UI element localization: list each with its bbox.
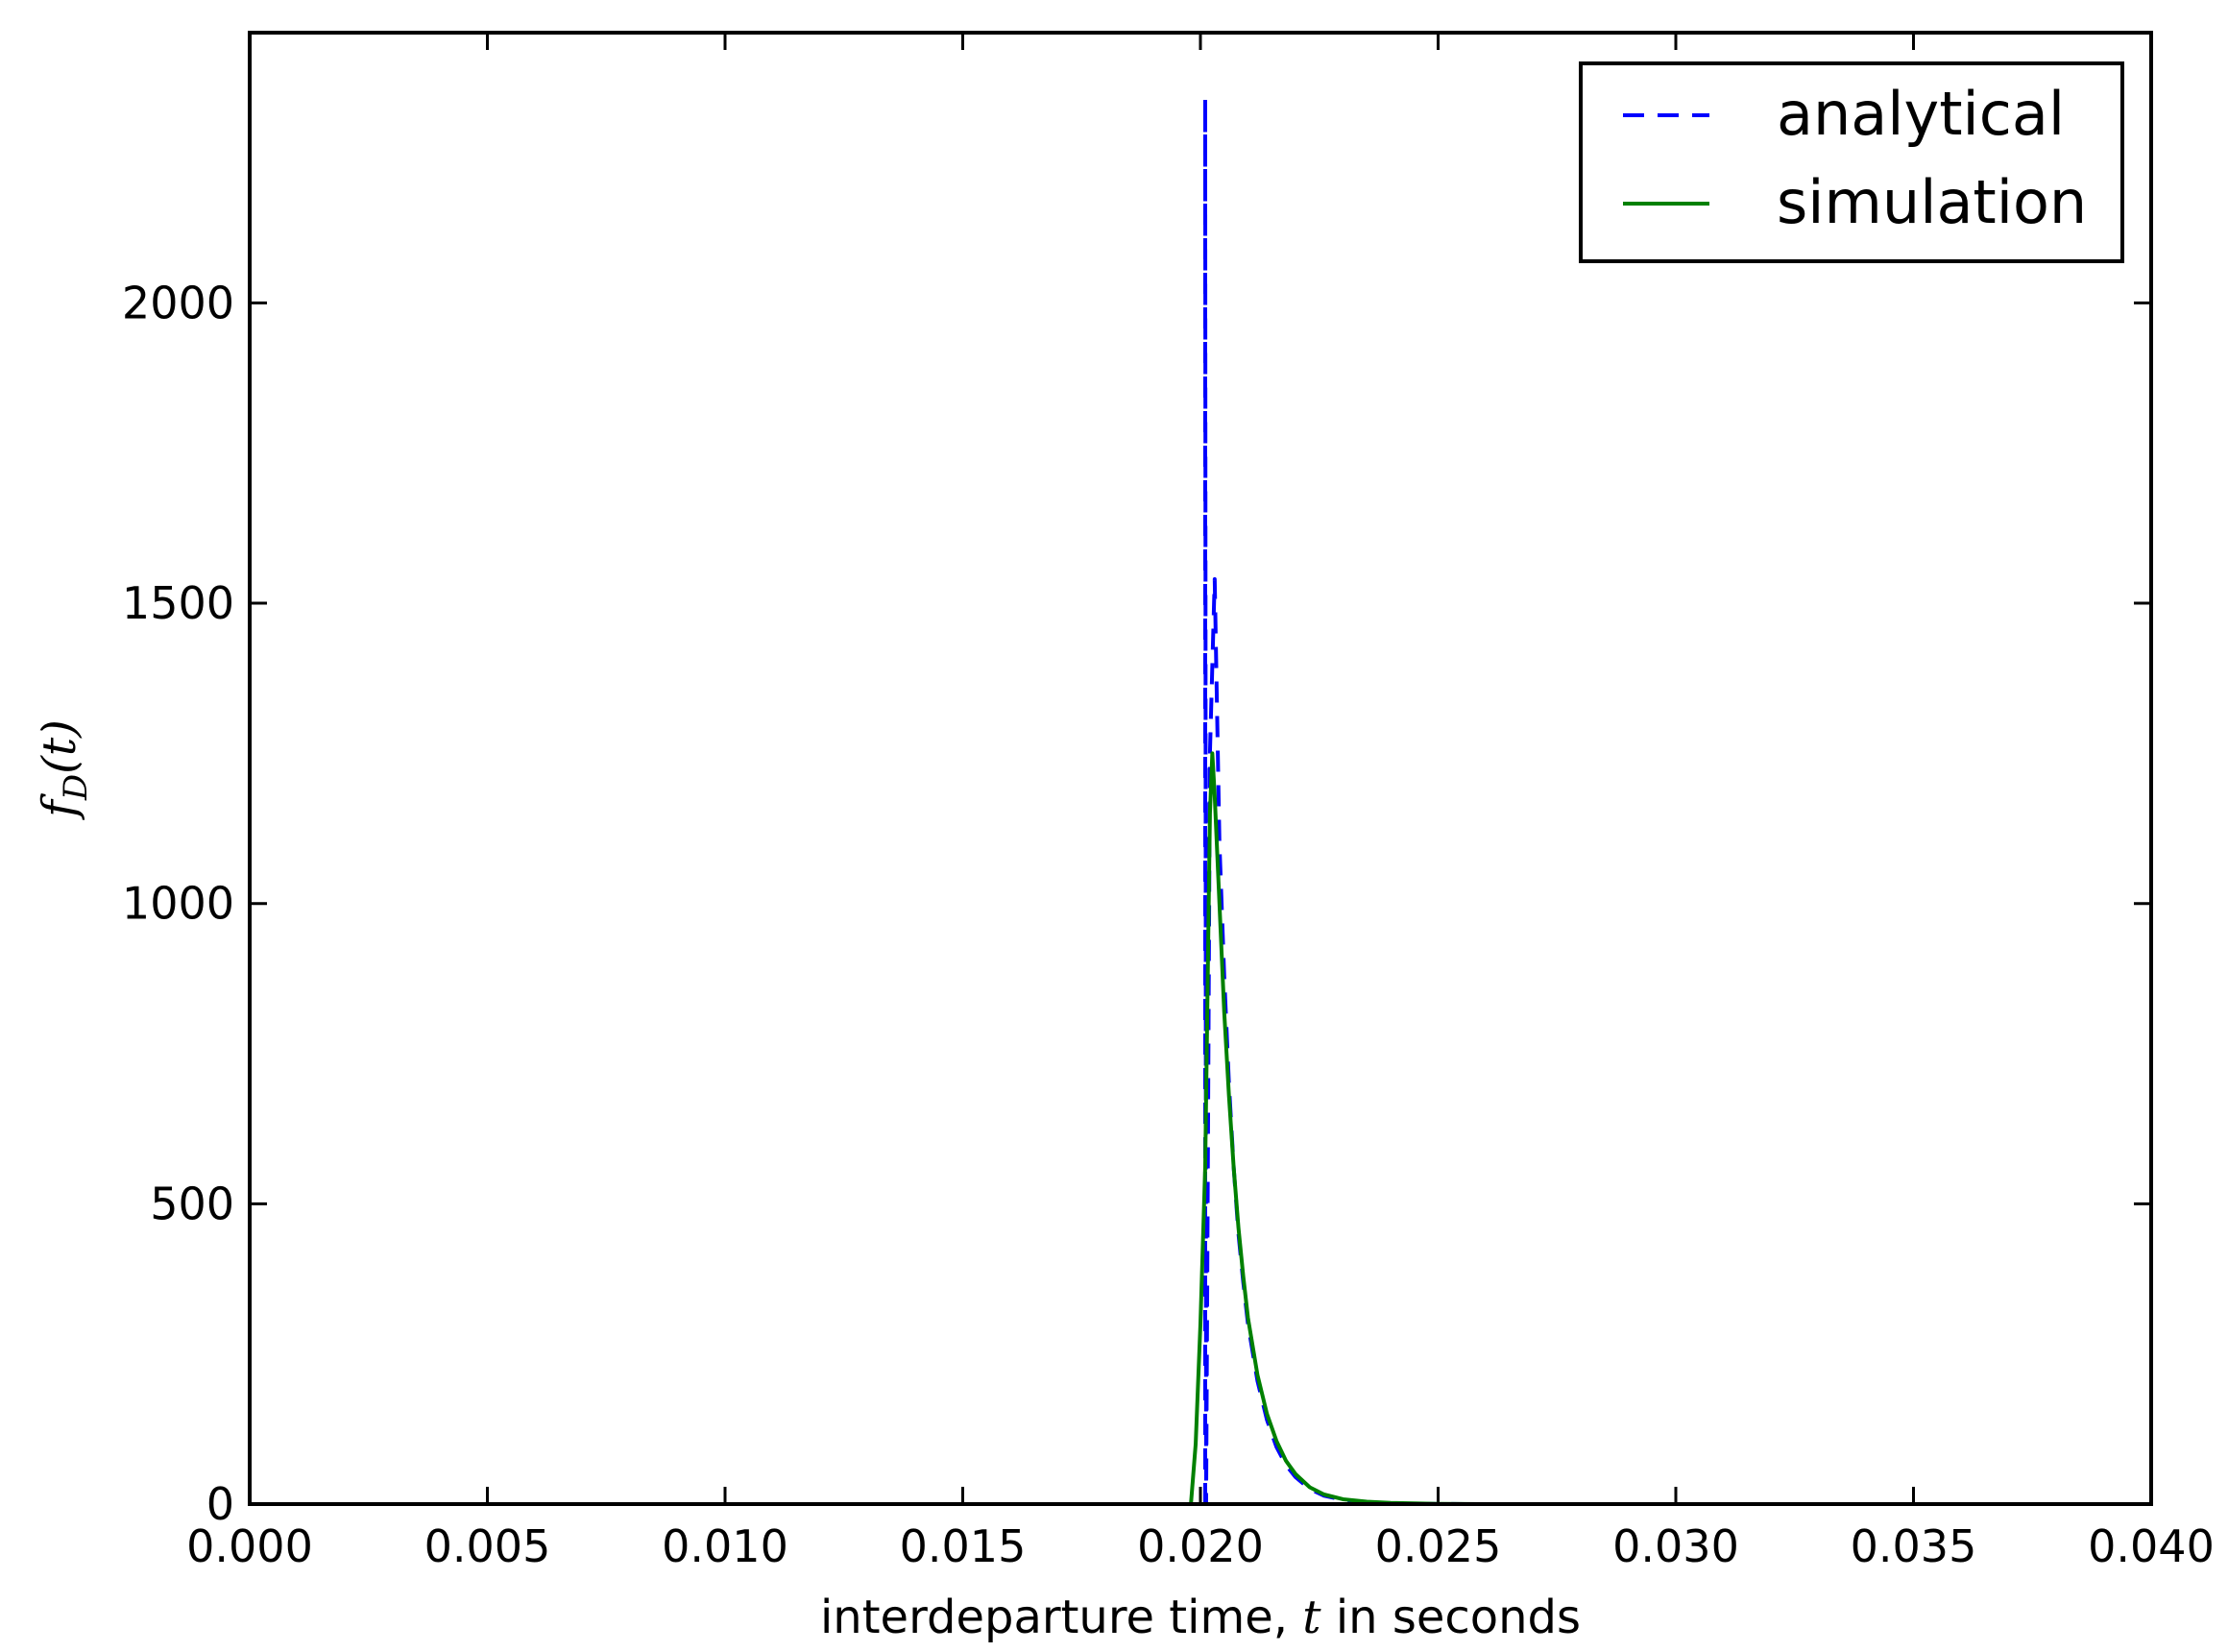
legend-label-analytical: analytical xyxy=(1777,79,2065,149)
x-tick-label: 0.030 xyxy=(1612,1520,1739,1572)
plot-frame xyxy=(248,31,2153,1506)
y-tick-label: 1500 xyxy=(122,577,234,629)
series-lines xyxy=(1189,96,1487,1504)
legend-label-simulation: simulation xyxy=(1777,167,2087,237)
x-tick-label: 0.025 xyxy=(1375,1520,1502,1572)
legend: analytical simulation xyxy=(1579,61,2124,263)
x-axis-label-text-after: in seconds xyxy=(1321,1591,1581,1644)
x-axis-label-math: t xyxy=(1302,1591,1321,1644)
x-axis-label-text-before: interdeparture time, xyxy=(820,1591,1302,1644)
y-tick-label: 500 xyxy=(150,1178,234,1229)
x-axis-label: interdeparture time, t in seconds xyxy=(820,1591,1581,1644)
legend-box xyxy=(1579,61,2124,263)
y-tick-label: 0 xyxy=(206,1478,234,1530)
x-tick-label: 0.040 xyxy=(2088,1520,2215,1572)
y-tick-label: 2000 xyxy=(122,277,234,328)
x-tick-labels: 0.000 0.005 0.010 0.015 0.020 0.025 0.030 0.035… xyxy=(186,1520,2215,1572)
x-tick-label: 0.020 xyxy=(1137,1520,1264,1572)
series-line-simulation xyxy=(1189,751,1487,1504)
y-tick-label: 1000 xyxy=(122,878,234,930)
y-tick-labels: 0 500 1000 1500 2000 xyxy=(122,277,234,1530)
x-tick-label: 0.000 xyxy=(186,1520,313,1572)
y-axis-label-rest: (t) xyxy=(33,719,86,774)
y-axis-label: fD(t) xyxy=(33,719,95,820)
x-tick-label: 0.010 xyxy=(662,1520,788,1572)
x-tick-label: 0.035 xyxy=(1851,1520,1977,1572)
x-tick-label: 0.005 xyxy=(424,1520,551,1572)
y-axis-label-sub: D xyxy=(57,774,95,801)
x-tick-label: 0.015 xyxy=(900,1520,1027,1572)
